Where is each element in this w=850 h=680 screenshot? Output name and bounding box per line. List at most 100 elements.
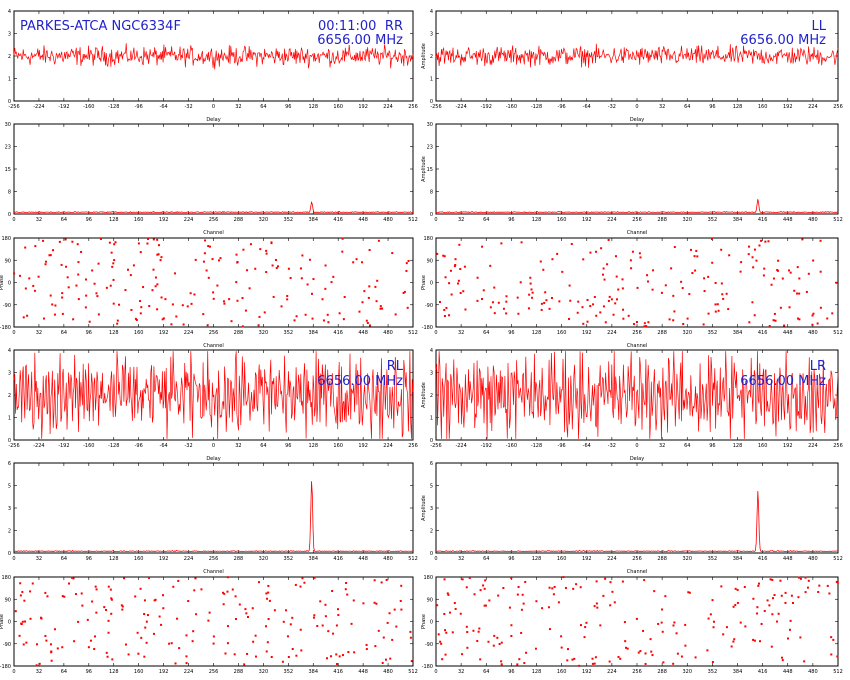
lr-phase-point [466,646,469,649]
ll-phase-point [599,311,602,314]
rr-phase-point [24,287,27,290]
lr-delay-xtick-label: 64 [684,443,690,449]
rl-phase-point [289,623,292,626]
ll-phase-point [693,255,696,258]
ll-phase-point [600,247,603,250]
rr-phase-point [85,278,88,281]
lr-delay-ytick-label: 4 [430,348,433,354]
rl-phase-point [231,588,234,591]
rl-amplitude-xtick-label: 192 [159,556,169,562]
rr-phase-point [257,324,260,327]
lr-delay-xtick-label: -256 [430,443,441,449]
ll-phase-point [819,306,822,309]
rl-phase-point [233,653,236,656]
lr-amplitude-trace [436,490,838,552]
lr-phase-point [595,602,598,605]
rl-phase-xtick-label: 288 [234,669,244,675]
ll-phase-point [570,243,573,246]
ll-amplitude-xtick-label: 512 [833,217,843,223]
rr-phase-point [77,273,80,276]
rr-phase-point [61,312,64,315]
rl-phase-point [299,585,302,588]
rr-phase-point [189,292,192,295]
ll-phase-point [542,268,545,271]
ll-phase-point [449,269,452,272]
rr-phase-point [77,261,80,264]
rl-phase-point [258,581,261,584]
lr-phase-point [653,590,656,593]
lr-phase-point [732,640,735,643]
rl-phase-point [22,643,25,646]
rr-phase-point [171,303,174,306]
lr-phase-point [711,599,714,602]
lr-phase-ytick-label: -180 [422,664,433,670]
lr-phase-point [732,605,735,608]
ll-phase-point [763,267,766,270]
lr-phase-xtick-label: 64 [483,669,489,675]
rr-amplitude-xtick-label: 128 [109,217,119,223]
lr-phase-point [707,617,710,620]
ll-phase-point [770,283,773,286]
rr-phase-point [379,305,382,308]
rl-phase-point [143,655,146,658]
ll-amplitude-panel: 0 32 64 96 128 160 192 224 256 288 320 352 384 416 448… [421,122,843,236]
rl-phase-point [312,616,315,619]
ll-amplitude-xtick-label: 384 [733,217,743,223]
lr-phase-point [444,653,447,656]
lr-phase-xtick-label: 352 [708,669,718,675]
lr-phase-point [672,624,675,627]
rl-phase-point [50,659,53,662]
rr-phase-point [129,274,132,277]
ll-phase-point [476,276,479,279]
ll-phase-xlabel: Channel [627,343,648,349]
rr-phase-point [212,291,215,294]
lr-phase-point [478,627,481,630]
rr-phase-point [365,319,368,322]
source-title: PARKES-ATCA NGC6334F [20,19,181,34]
rr-phase-point [402,292,405,295]
rl-phase-xtick-label: 512 [408,669,418,675]
lr-phase-ytick-label: 0 [430,620,433,626]
ll-phase-point [577,300,580,303]
lr-amplitude-xtick-label: 288 [657,556,667,562]
ll-phase-point [612,313,615,316]
rr-phase-point [127,268,130,271]
rr-phase-point [154,276,157,279]
rl-phase-point [400,608,403,611]
rr-phase-point [67,286,70,289]
rr-phase-point [80,250,83,253]
ll-phase-point [751,301,754,304]
rr-delay-xtick-label: -64 [160,104,168,110]
rr-phase-point [97,262,100,265]
rl-phase-point [185,662,188,665]
lr-phase-point [832,638,835,641]
ll-phase-point [716,303,719,306]
lr-phase-point [602,594,605,597]
lr-delay-ytick-label: 0 [430,438,433,444]
ll-phase-xtick-label: 160 [557,330,567,336]
rl-phase-point [89,639,92,642]
rr-phase-point [249,243,252,246]
rl-phase-point [254,634,257,637]
rr-phase-ylabel: Phase [0,275,5,290]
rl-phase-point [212,642,215,645]
ll-delay-xtick-label: -224 [455,104,466,110]
rl-phase-point [148,576,151,579]
lr-phase-point [771,578,774,581]
rr-phase-xtick-label: 224 [184,330,194,336]
ll-phase-point [747,253,750,256]
ll-phase-point [668,318,671,321]
ll-phase-point [621,287,624,290]
rl-phase-point [226,642,229,645]
rr-product-label: RR [385,19,403,34]
ll-phase-xtick-label: 64 [483,330,489,336]
rl-phase-point [226,590,229,593]
lr-phase-xtick-label: 224 [607,669,617,675]
ll-phase-point [773,312,776,315]
rr-phase-point [157,253,160,256]
lr-phase-ytick-label: 90 [427,597,433,603]
rl-phase-point [123,577,126,580]
ll-delay-frame [435,10,839,102]
ll-phase-point [457,282,460,285]
rr-phase-point [342,318,345,321]
